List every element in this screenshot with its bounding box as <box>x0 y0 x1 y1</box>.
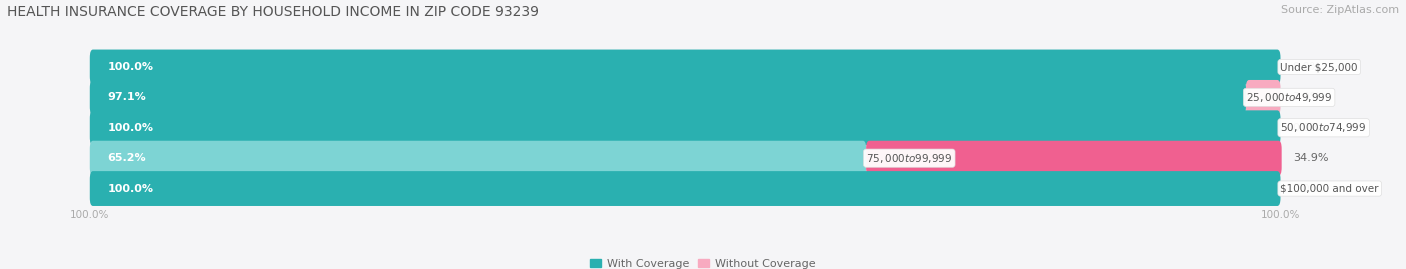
FancyBboxPatch shape <box>90 141 1281 176</box>
FancyBboxPatch shape <box>90 141 866 176</box>
Text: $50,000 to $74,999: $50,000 to $74,999 <box>1281 121 1367 134</box>
Text: HEALTH INSURANCE COVERAGE BY HOUSEHOLD INCOME IN ZIP CODE 93239: HEALTH INSURANCE COVERAGE BY HOUSEHOLD I… <box>7 5 538 19</box>
FancyBboxPatch shape <box>90 49 1281 84</box>
FancyBboxPatch shape <box>90 49 1281 84</box>
FancyBboxPatch shape <box>866 141 1282 176</box>
FancyBboxPatch shape <box>90 80 1281 115</box>
Text: 0.0%: 0.0% <box>1292 183 1320 194</box>
FancyBboxPatch shape <box>1246 80 1281 115</box>
FancyBboxPatch shape <box>90 110 1281 145</box>
FancyBboxPatch shape <box>90 80 1246 115</box>
Text: 0.0%: 0.0% <box>1292 62 1320 72</box>
Text: 34.9%: 34.9% <box>1294 153 1329 163</box>
Text: 0.0%: 0.0% <box>1292 123 1320 133</box>
Text: 97.1%: 97.1% <box>108 92 146 102</box>
Text: Source: ZipAtlas.com: Source: ZipAtlas.com <box>1281 5 1399 15</box>
Text: $100,000 and over: $100,000 and over <box>1281 183 1379 194</box>
Text: 100.0%: 100.0% <box>108 123 153 133</box>
FancyBboxPatch shape <box>90 110 1281 145</box>
Text: 100.0%: 100.0% <box>108 183 153 194</box>
Text: Under $25,000: Under $25,000 <box>1281 62 1358 72</box>
Text: 100.0%: 100.0% <box>108 62 153 72</box>
Legend: With Coverage, Without Coverage: With Coverage, Without Coverage <box>586 254 820 269</box>
FancyBboxPatch shape <box>90 171 1281 206</box>
Text: 65.2%: 65.2% <box>108 153 146 163</box>
Text: 2.9%: 2.9% <box>1292 92 1320 102</box>
Text: 100.0%: 100.0% <box>1261 210 1301 220</box>
Text: $25,000 to $49,999: $25,000 to $49,999 <box>1246 91 1333 104</box>
FancyBboxPatch shape <box>90 171 1281 206</box>
Text: $75,000 to $99,999: $75,000 to $99,999 <box>866 152 952 165</box>
Text: 100.0%: 100.0% <box>70 210 110 220</box>
